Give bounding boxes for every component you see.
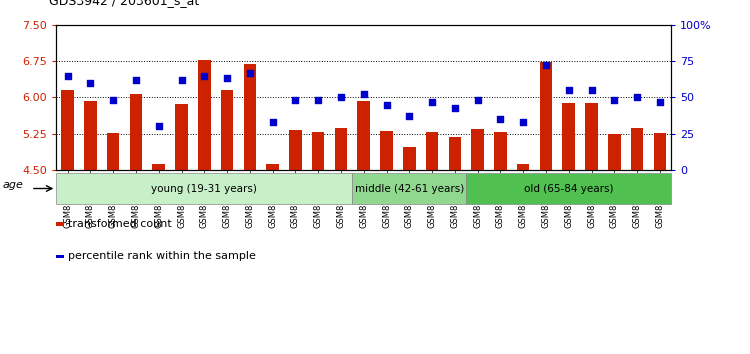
Point — [244, 70, 256, 75]
Bar — [56, 222, 64, 226]
Bar — [403, 147, 416, 170]
Point — [85, 80, 97, 86]
Bar — [56, 255, 64, 258]
Bar — [562, 103, 575, 170]
Point — [176, 77, 188, 83]
Bar — [244, 64, 256, 170]
Bar — [56, 173, 352, 204]
Bar — [358, 101, 370, 170]
Point — [198, 73, 210, 78]
Bar — [494, 132, 507, 170]
Bar — [517, 164, 530, 170]
Bar — [176, 104, 188, 170]
Bar — [198, 60, 211, 170]
Point — [312, 97, 324, 103]
Bar — [220, 90, 233, 170]
Text: GDS3942 / 203601_s_at: GDS3942 / 203601_s_at — [49, 0, 199, 7]
Text: old (65-84 years): old (65-84 years) — [524, 183, 614, 194]
Text: percentile rank within the sample: percentile rank within the sample — [68, 251, 256, 262]
Point — [654, 99, 666, 104]
Bar — [107, 133, 119, 170]
Point — [494, 116, 506, 122]
Point — [290, 97, 302, 103]
Point — [586, 87, 598, 93]
Point — [404, 113, 416, 119]
Point — [472, 97, 484, 103]
Bar — [152, 164, 165, 170]
Bar — [653, 133, 666, 170]
Bar — [448, 137, 461, 170]
Bar — [540, 62, 552, 170]
Bar — [585, 103, 598, 170]
Text: young (19-31 years): young (19-31 years) — [152, 183, 257, 194]
Point — [426, 99, 438, 104]
Bar — [466, 173, 671, 204]
Bar — [608, 134, 620, 170]
Bar — [334, 128, 347, 170]
Bar — [84, 101, 97, 170]
Point — [380, 102, 392, 107]
Bar — [426, 132, 438, 170]
Point — [62, 73, 74, 78]
Bar — [352, 173, 466, 204]
Bar — [62, 90, 74, 170]
Bar — [290, 130, 302, 170]
Point — [518, 119, 530, 125]
Bar — [312, 132, 325, 170]
Point — [130, 77, 142, 83]
Point — [540, 63, 552, 68]
Point — [267, 119, 279, 125]
Bar — [631, 128, 644, 170]
Point — [153, 124, 165, 129]
Point — [448, 105, 460, 110]
Bar — [380, 131, 393, 170]
Bar — [130, 94, 142, 170]
Text: age: age — [3, 181, 24, 190]
Point — [358, 92, 370, 97]
Point — [562, 87, 574, 93]
Point — [107, 97, 119, 103]
Bar — [266, 164, 279, 170]
Point — [221, 76, 233, 81]
Text: transformed count: transformed count — [68, 219, 172, 229]
Point — [608, 97, 620, 103]
Point — [631, 95, 643, 100]
Point — [335, 95, 347, 100]
Bar — [471, 129, 484, 170]
Text: middle (42-61 years): middle (42-61 years) — [355, 183, 464, 194]
